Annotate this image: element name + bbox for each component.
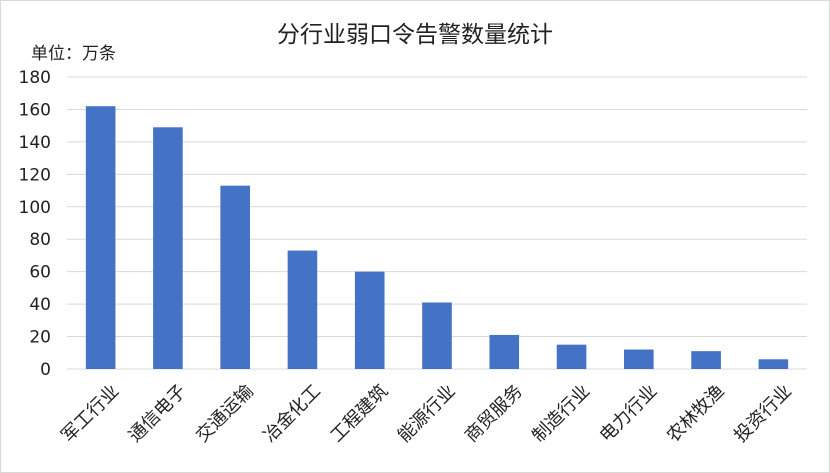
chart-title: 分行业弱口令告警数量统计 — [277, 22, 553, 48]
y-tick-label: 20 — [29, 328, 51, 348]
y-tick-label: 120 — [19, 165, 51, 185]
x-category-label: 通信电子 — [125, 381, 191, 447]
unit-label: 单位：万条 — [31, 44, 116, 64]
x-axis-labels: 军工行业 通信电子 交通运输 冶金化工 工程建筑 能源行业 商贸服务 制造行业 电力行业 农林牧渔… — [57, 381, 795, 447]
y-tick-label: 180 — [19, 68, 51, 88]
x-category-label: 冶金化工 — [259, 381, 325, 447]
x-category-label: 农林牧渔 — [663, 381, 729, 447]
x-category-label: 军工行业 — [57, 381, 123, 447]
y-tick-label: 100 — [19, 198, 51, 218]
y-tick-label: 160 — [19, 100, 51, 120]
bars — [85, 106, 789, 370]
y-tick-label: 60 — [29, 263, 51, 283]
bar — [489, 334, 520, 369]
bar — [758, 359, 789, 369]
x-category-label: 能源行业 — [394, 381, 460, 447]
bar — [556, 344, 587, 369]
y-axis-ticks: 0 20 40 60 80 100 120 140 160 180 — [19, 68, 51, 380]
x-category-label: 工程建筑 — [327, 381, 393, 447]
bar — [220, 185, 250, 369]
bar — [287, 250, 318, 369]
bar — [85, 106, 116, 369]
bar — [354, 271, 385, 369]
bar — [691, 351, 721, 369]
x-category-label: 电力行业 — [596, 381, 662, 447]
y-tick-label: 40 — [29, 295, 51, 315]
x-category-label: 交通运输 — [192, 381, 258, 447]
y-tick-label: 140 — [19, 133, 51, 153]
x-category-label: 投资行业 — [730, 381, 796, 447]
bar — [624, 349, 654, 369]
y-tick-label: 0 — [40, 360, 51, 380]
bar — [422, 302, 452, 369]
y-tick-label: 80 — [29, 230, 51, 250]
bar — [153, 127, 183, 370]
x-category-label: 制造行业 — [528, 381, 594, 447]
x-category-label: 商贸服务 — [461, 381, 527, 447]
